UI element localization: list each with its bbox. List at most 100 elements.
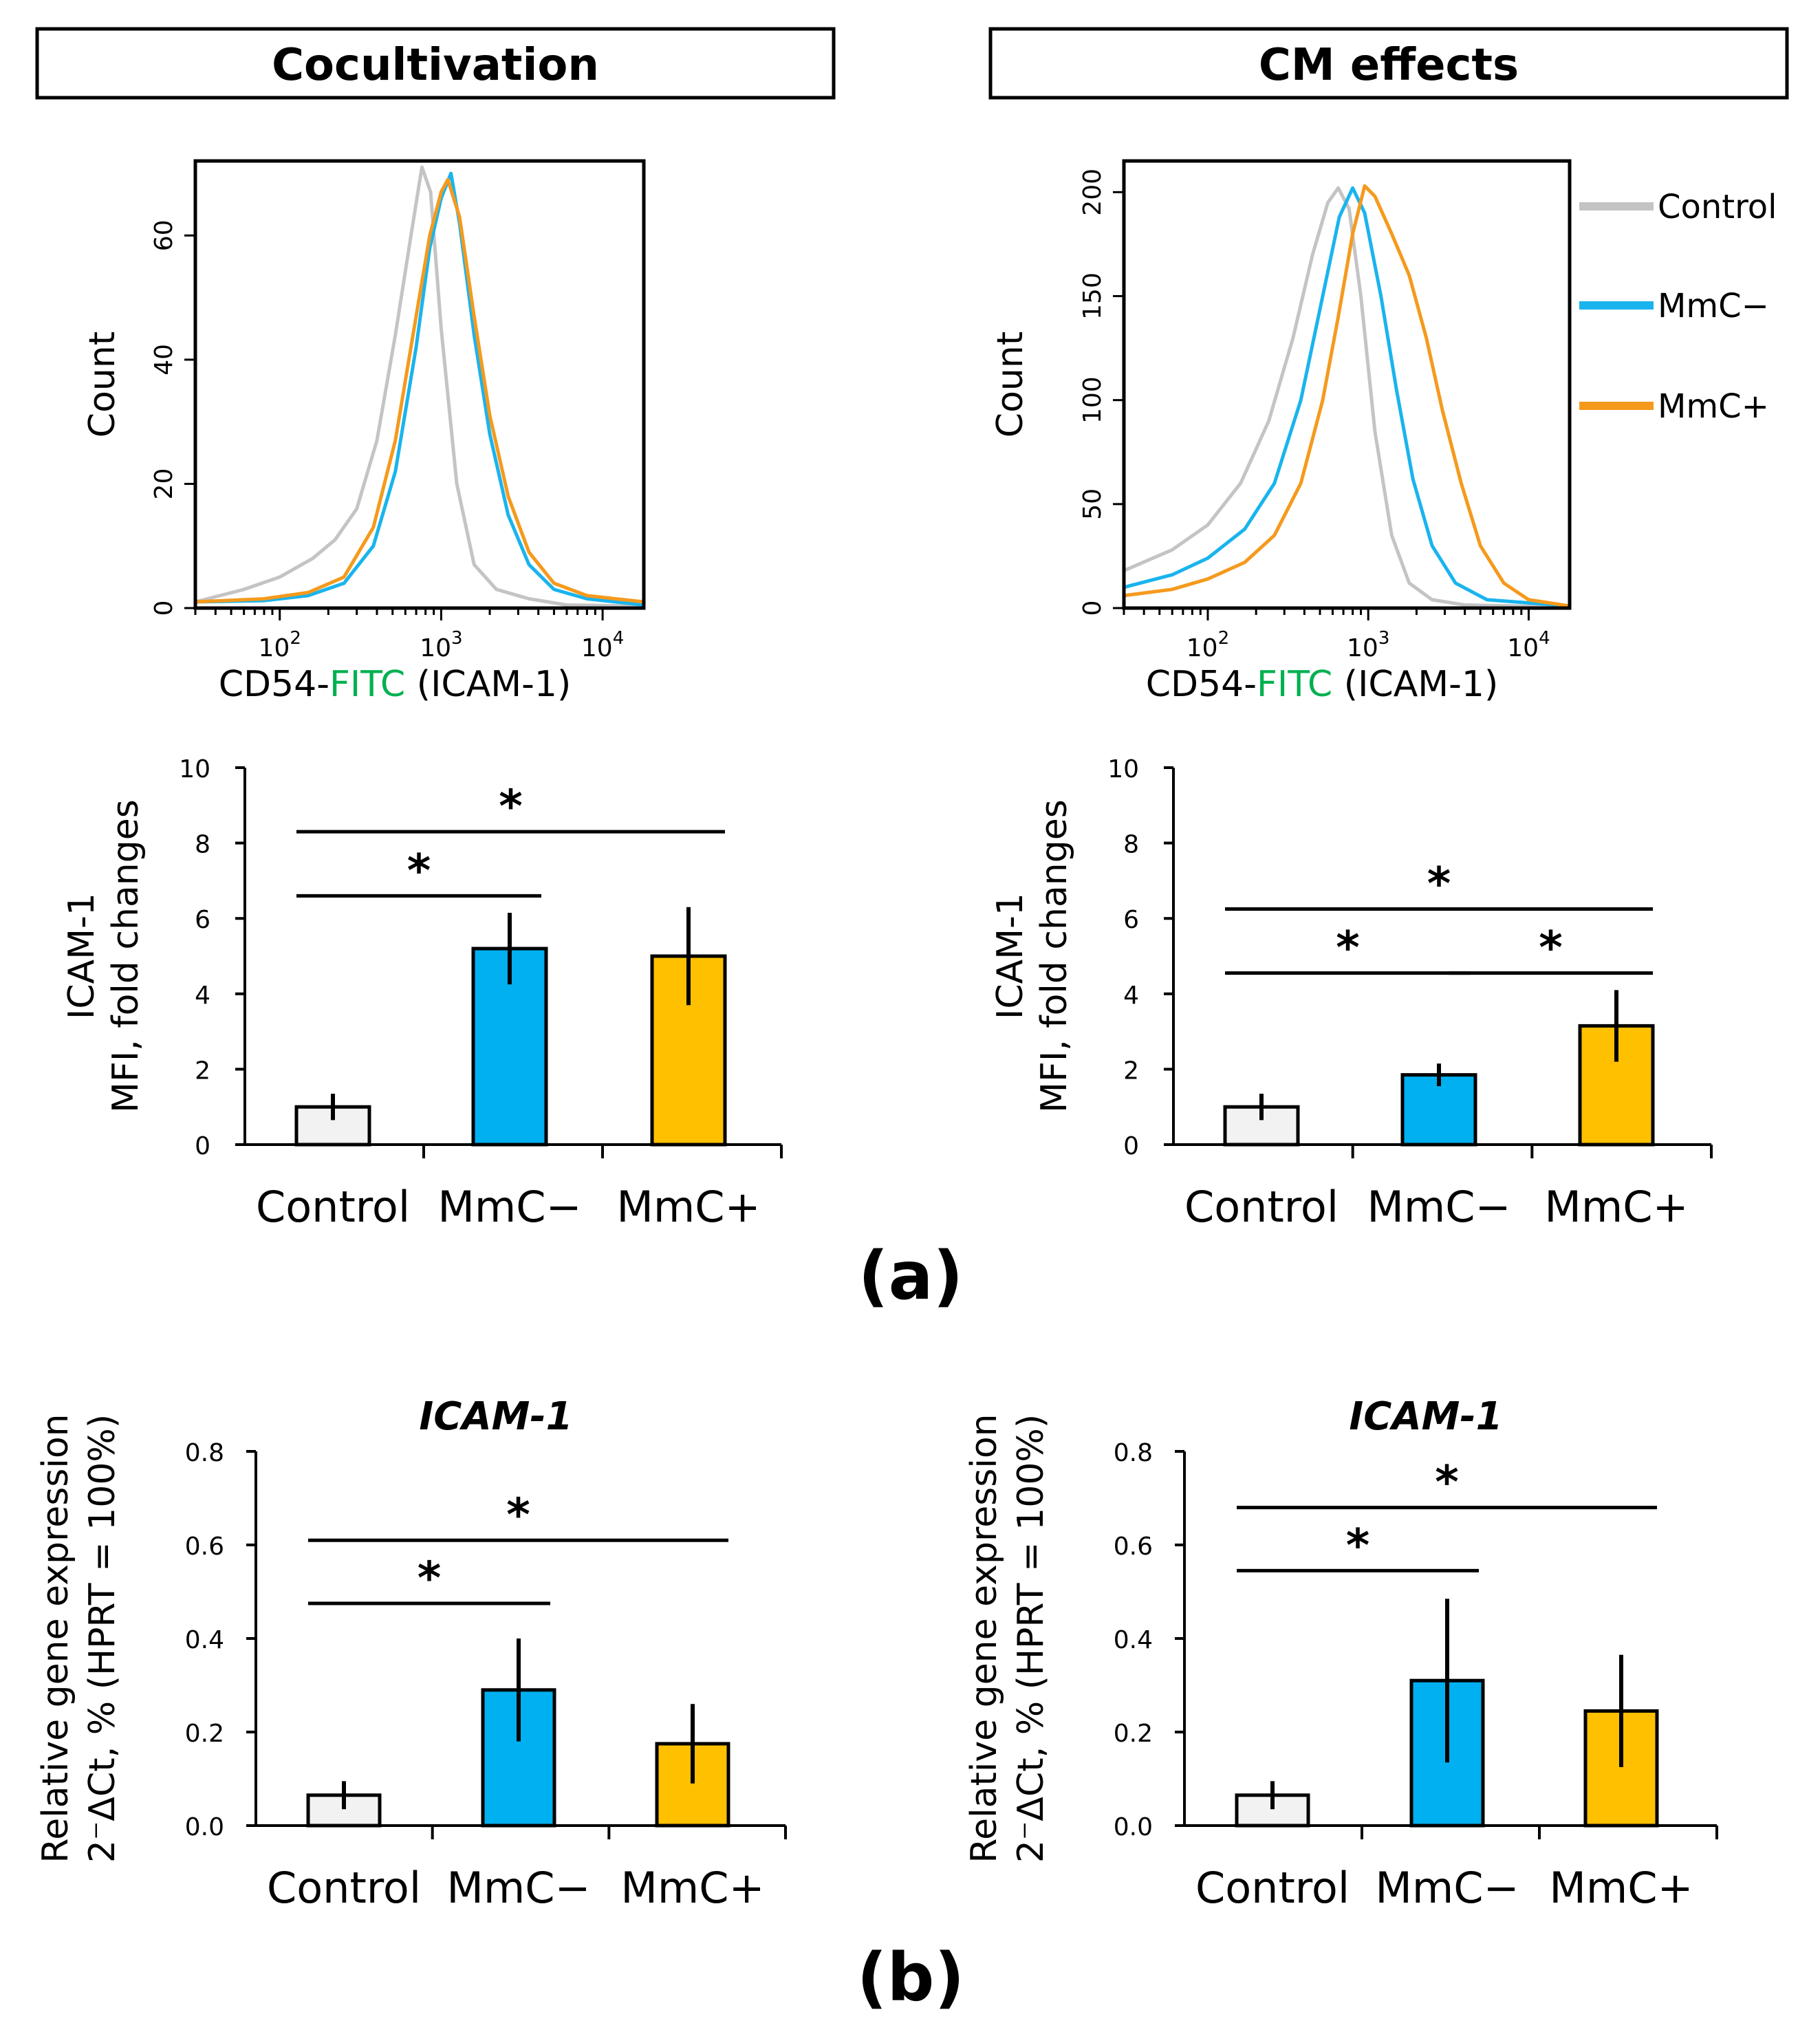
x-axis-title-part: (ICAM-1)	[405, 664, 571, 705]
y-tick-label: 0	[1123, 1132, 1139, 1160]
x-axis-title-part: CD54-	[219, 664, 329, 705]
y-tick-label: 2	[195, 1057, 210, 1085]
significance-star: *	[1539, 922, 1563, 975]
legend-label-mmc-minus: MmC−	[1658, 287, 1769, 325]
y-tick-label: 10	[1107, 755, 1139, 783]
x-tick-exponent: 4	[613, 628, 625, 649]
y-tick-label: 4	[1123, 982, 1139, 1010]
y-tick-label: 40	[150, 344, 178, 376]
x-axis-title-part: FITC	[329, 664, 405, 705]
x-axis-title-part: CD54-	[1146, 664, 1257, 705]
x-axis-title-part: FITC	[1257, 664, 1332, 705]
y-tick-label: 0	[150, 601, 178, 616]
legend-label-mmc-plus: MmC+	[1658, 387, 1769, 426]
category-label-mmc-plus: MmC+	[620, 1863, 764, 1913]
series-line-mmc-plus	[195, 177, 644, 604]
x-tick-exponent: 3	[1378, 628, 1390, 649]
y-tick-label: 0.8	[185, 1439, 224, 1467]
y-tick-label: 8	[195, 831, 210, 859]
x-tick-base: 10	[1347, 634, 1378, 662]
y-tick-label: 8	[1123, 831, 1139, 859]
y-axis-title-line1: ICAM-1	[990, 893, 1031, 1019]
category-label-mmc-minus: MmC−	[1367, 1182, 1510, 1232]
bar-chart-mfi-cocultivation: 0 2 4 6 8 10 Control MmC− MmC+ * * ICAM-1 MFI, fold …	[61, 755, 783, 1232]
category-label-mmc-minus: MmC−	[437, 1182, 581, 1232]
y-axis-title: Count	[82, 332, 123, 437]
significance-star: *	[1346, 1519, 1370, 1572]
y-axis-title-line1: Relative gene expression	[35, 1414, 76, 1863]
y-tick-label: 0	[1079, 601, 1107, 616]
x-tick-exponent: 2	[290, 628, 301, 649]
significance-star: *	[1336, 922, 1360, 975]
x-tick-base: 10	[1187, 634, 1218, 662]
y-axis-title-line2: 2⁻ΔCt, % (HPRT = 100%)	[1010, 1414, 1052, 1863]
y-tick-label: 60	[150, 219, 178, 251]
x-axis-title: CD54-FITC (ICAM-1)	[219, 664, 572, 705]
series-line-control	[195, 165, 644, 608]
plot-frame	[1122, 159, 1572, 610]
bar-chart-mfi-cm-effects: 0 2 4 6 8 10 Control MmC− MmC+ * * * ICAM-1 MFI, fold…	[990, 755, 1713, 1232]
category-label-mmc-plus: MmC+	[616, 1182, 760, 1232]
category-label-control: Control	[256, 1182, 410, 1232]
cm-effects-title-box	[988, 27, 1789, 100]
x-tick-base: 10	[420, 634, 451, 662]
category-label-mmc-plus: MmC+	[1544, 1182, 1688, 1232]
x-tick-base: 10	[581, 634, 613, 662]
significance-star: *	[418, 1552, 442, 1605]
plot-frame	[193, 159, 646, 610]
y-axis-title-line2: MFI, fold changes	[1034, 799, 1075, 1113]
y-tick-label: 0.0	[185, 1813, 224, 1841]
category-label-control: Control	[267, 1863, 421, 1913]
x-tick-exponent: 4	[1539, 628, 1550, 649]
y-tick-label: 0.2	[1114, 1720, 1153, 1748]
y-tick-label: 0	[195, 1132, 210, 1160]
y-tick-label: 200	[1079, 169, 1107, 216]
cocultivation-title-box	[35, 27, 836, 100]
category-label-control: Control	[1195, 1863, 1350, 1913]
x-axis-title-part: (ICAM-1)	[1332, 664, 1498, 705]
chart-title: ICAM-1	[1349, 1394, 1502, 1439]
bar-mmc-minus	[1400, 1073, 1477, 1147]
significance-star: *	[1435, 1456, 1459, 1509]
x-tick-base: 10	[1507, 634, 1539, 662]
x-tick-label: 102	[259, 628, 301, 662]
series-line-mmc-minus	[195, 171, 644, 607]
x-tick-label: 104	[1507, 628, 1550, 662]
significance-star: *	[506, 1489, 530, 1541]
x-tick-label: 102	[1187, 628, 1229, 662]
y-tick-label: 150	[1079, 272, 1107, 320]
y-tick-label: 0.4	[1114, 1626, 1153, 1654]
panel-label-b: (b)	[857, 1939, 964, 2016]
y-tick-label: 4	[195, 982, 210, 1010]
series-line-mmc-plus	[1123, 184, 1570, 608]
x-tick-label: 103	[420, 628, 462, 662]
y-axis-title-line2: 2⁻ΔCt, % (HPRT = 100%)	[82, 1414, 123, 1863]
cm-effects-title: CM effects	[1259, 40, 1519, 91]
y-axis-title: Count	[990, 332, 1031, 437]
y-tick-label: 20	[150, 468, 178, 500]
y-axis-title-line2: MFI, fold changes	[105, 799, 147, 1113]
bar-chart-gene-expression-cocultivation: 0.0 0.2 0.4 0.6 0.8 Control MmC− MmC+ * * Relative…	[35, 1394, 787, 1913]
category-label-mmc-minus: MmC−	[1375, 1863, 1519, 1913]
category-label-mmc-plus: MmC+	[1549, 1863, 1693, 1913]
series-line-control	[1123, 186, 1570, 609]
y-tick-label: 0.6	[1114, 1533, 1153, 1561]
chart-title: ICAM-1	[419, 1394, 572, 1439]
bar-control	[294, 1105, 371, 1147]
y-tick-label: 10	[179, 755, 210, 783]
y-tick-label: 6	[1123, 906, 1139, 934]
y-tick-label: 100	[1079, 376, 1107, 424]
x-tick-exponent: 3	[451, 628, 463, 649]
y-axis-title-line1: Relative gene expression	[964, 1414, 1005, 1863]
y-tick-label: 0.6	[185, 1533, 224, 1561]
x-tick-label: 103	[1347, 628, 1389, 662]
y-tick-label: 50	[1079, 488, 1107, 520]
y-tick-label: 0.8	[1114, 1439, 1153, 1467]
x-tick-label: 104	[581, 628, 624, 662]
significance-star: *	[1427, 858, 1451, 911]
y-axis-title-line1: ICAM-1	[61, 893, 102, 1019]
y-tick-label: 6	[195, 906, 210, 934]
